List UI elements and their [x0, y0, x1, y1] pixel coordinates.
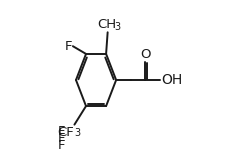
Text: CF: CF [58, 126, 74, 139]
Text: F: F [58, 132, 65, 145]
Text: F: F [58, 139, 65, 152]
Text: 3: 3 [114, 22, 120, 32]
Text: O: O [140, 48, 151, 61]
Text: F: F [58, 125, 65, 138]
Text: OH: OH [161, 73, 182, 87]
Text: 3: 3 [74, 128, 81, 138]
Text: F: F [65, 40, 72, 53]
Text: CH: CH [97, 18, 116, 31]
